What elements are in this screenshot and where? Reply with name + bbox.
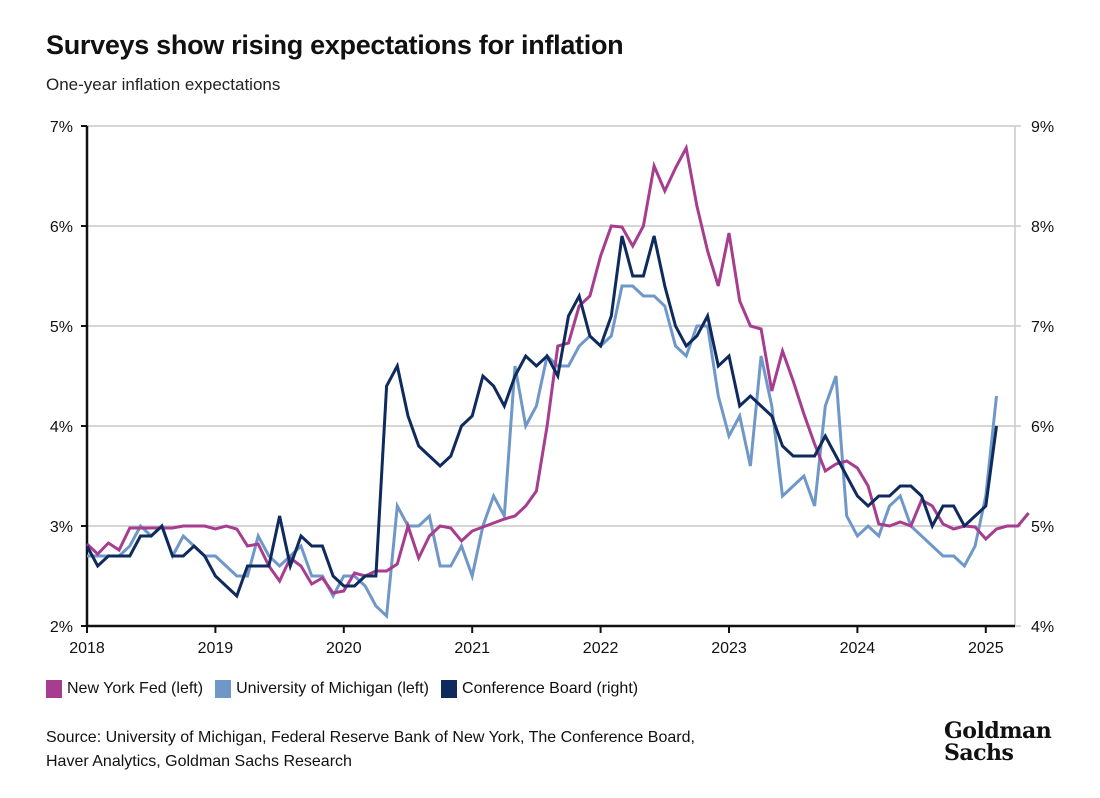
y-right-tick-label: 9% [1031, 119, 1054, 136]
legend-label: New York Fed (left) [67, 680, 204, 697]
legend-label: Conference Board (right) [462, 680, 639, 697]
legend-swatch-university-of-michigan [215, 680, 232, 698]
chart-subtitle: One-year inflation expectations [46, 75, 281, 94]
y-left-tick-label: 5% [50, 319, 73, 336]
y-right-tick-label: 7% [1031, 319, 1054, 336]
source-line: Source: University of Michigan, Federal … [46, 729, 695, 746]
x-tick-label: 2025 [968, 640, 1004, 657]
y-right-tick-label: 4% [1031, 619, 1054, 636]
x-tick-label: 2022 [583, 640, 619, 657]
legend-label: University of Michigan (left) [236, 680, 430, 697]
x-tick-label: 2018 [69, 640, 105, 657]
x-tick-label: 2023 [711, 640, 747, 657]
legend-item-conference-board: Conference Board (right) [441, 680, 638, 698]
axes [81, 125, 1021, 633]
y-right-tick-label: 5% [1031, 519, 1054, 536]
legend-item-new-york-fed: New York Fed (left) [46, 680, 203, 698]
series-line-new-york-fed [85, 143, 1030, 595]
y-left-tick-label: 4% [50, 419, 73, 436]
y-right-tick-label: 6% [1031, 419, 1054, 436]
logo-line: Sachs [944, 740, 1014, 766]
y-left-tick-label: 2% [50, 619, 73, 636]
chart-title: Surveys show rising expectations for inf… [46, 30, 624, 60]
legend-item-university-of-michigan: University of Michigan (left) [215, 680, 429, 698]
tick-labels: 2% 3% 4% 5% 6% 7% 4% 5% 6% 7% 8% 9% 2018 2019 2020 2021… [50, 119, 1054, 657]
series-line-conference-board [85, 235, 998, 599]
x-tick-label: 2020 [326, 640, 362, 657]
legend-swatch-new-york-fed [46, 680, 62, 698]
y-left-tick-label: 3% [50, 519, 73, 536]
y-left-tick-label: 7% [50, 119, 73, 136]
legend-swatch-conference-board [441, 680, 458, 698]
legend: New York Fed (left) University of Michig… [46, 680, 642, 698]
series-lines [85, 143, 1030, 620]
y-right-tick-label: 8% [1031, 219, 1054, 236]
x-tick-label: 2024 [840, 640, 876, 657]
x-tick-label: 2019 [198, 640, 234, 657]
logo-line: Goldman [944, 718, 1052, 744]
source-line: Haver Analytics, Goldman Sachs Research [46, 753, 352, 770]
y-left-tick-label: 6% [50, 219, 73, 236]
x-tick-label: 2021 [454, 640, 490, 657]
source-note: Source: University of Michigan, Federal … [46, 726, 846, 774]
series-line-university-of-michigan [87, 284, 998, 620]
goldman-sachs-logo: Goldman Sachs [944, 718, 1052, 766]
gridlines [87, 125, 1015, 527]
